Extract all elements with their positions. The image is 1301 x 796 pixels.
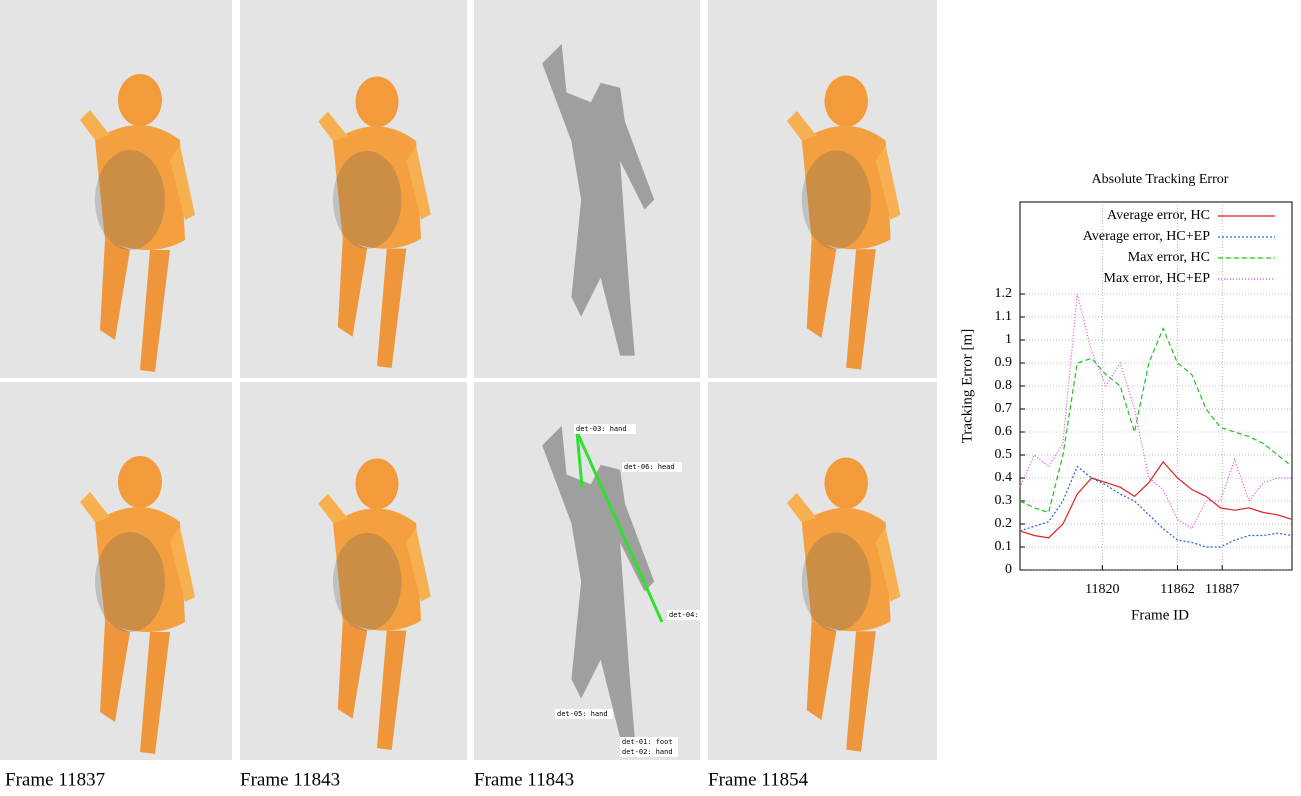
panels: det-03: hand det-06: head det-04: det-05… xyxy=(0,0,937,760)
x-axis-label: Frame ID xyxy=(1131,607,1189,623)
x-tick-label: 11887 xyxy=(1205,582,1239,597)
y-tick-label: 0.8 xyxy=(995,378,1013,393)
caption: Frame 11837 xyxy=(5,769,105,790)
detection-label: det-02: hand xyxy=(622,748,673,756)
series-line xyxy=(1020,462,1292,538)
detection-label: det-01: foot xyxy=(622,738,673,746)
y-tick-label: 0.2 xyxy=(995,516,1013,531)
y-tick-label: 0.9 xyxy=(995,355,1013,370)
y-tick-label: 0.3 xyxy=(995,493,1013,508)
legend-label: Average error, HC xyxy=(1107,208,1210,223)
x-tick-label: 11862 xyxy=(1160,582,1194,597)
caption: Frame 11843 xyxy=(474,769,574,790)
caption: Frame 11854 xyxy=(708,769,809,790)
y-tick-label: 1.2 xyxy=(995,286,1013,301)
legend-label: Max error, HC xyxy=(1128,250,1210,265)
y-tick-label: 1 xyxy=(1005,332,1012,347)
y-tick-label: 1.1 xyxy=(995,309,1013,324)
detection-label: det-03: hand xyxy=(576,425,627,433)
figure: det-03: hand det-06: head det-04: det-05… xyxy=(0,0,1301,796)
y-axis-label: Tracking Error [m] xyxy=(959,329,975,443)
series-line xyxy=(1020,329,1292,513)
detection-label: det-05: hand xyxy=(557,710,608,718)
detection-label: det-06: head xyxy=(624,463,675,471)
y-tick-label: 0.6 xyxy=(995,424,1013,439)
series-line xyxy=(1020,467,1292,548)
y-tick-label: 0.5 xyxy=(995,447,1013,462)
detection-label: det-04: xyxy=(669,611,699,619)
y-tick-label: 0.1 xyxy=(995,539,1013,554)
y-tick-label: 0 xyxy=(1005,562,1012,577)
y-tick-label: 0.7 xyxy=(995,401,1013,416)
caption: Frame 11843 xyxy=(240,769,340,790)
chart-title: Absolute Tracking Error xyxy=(1092,172,1229,187)
y-tick-label: 0.4 xyxy=(995,470,1013,485)
series-line xyxy=(1020,294,1292,529)
legend-label: Max error, HC+EP xyxy=(1104,271,1211,286)
x-tick-label: 11820 xyxy=(1085,582,1119,597)
legend-label: Average error, HC+EP xyxy=(1083,229,1210,244)
